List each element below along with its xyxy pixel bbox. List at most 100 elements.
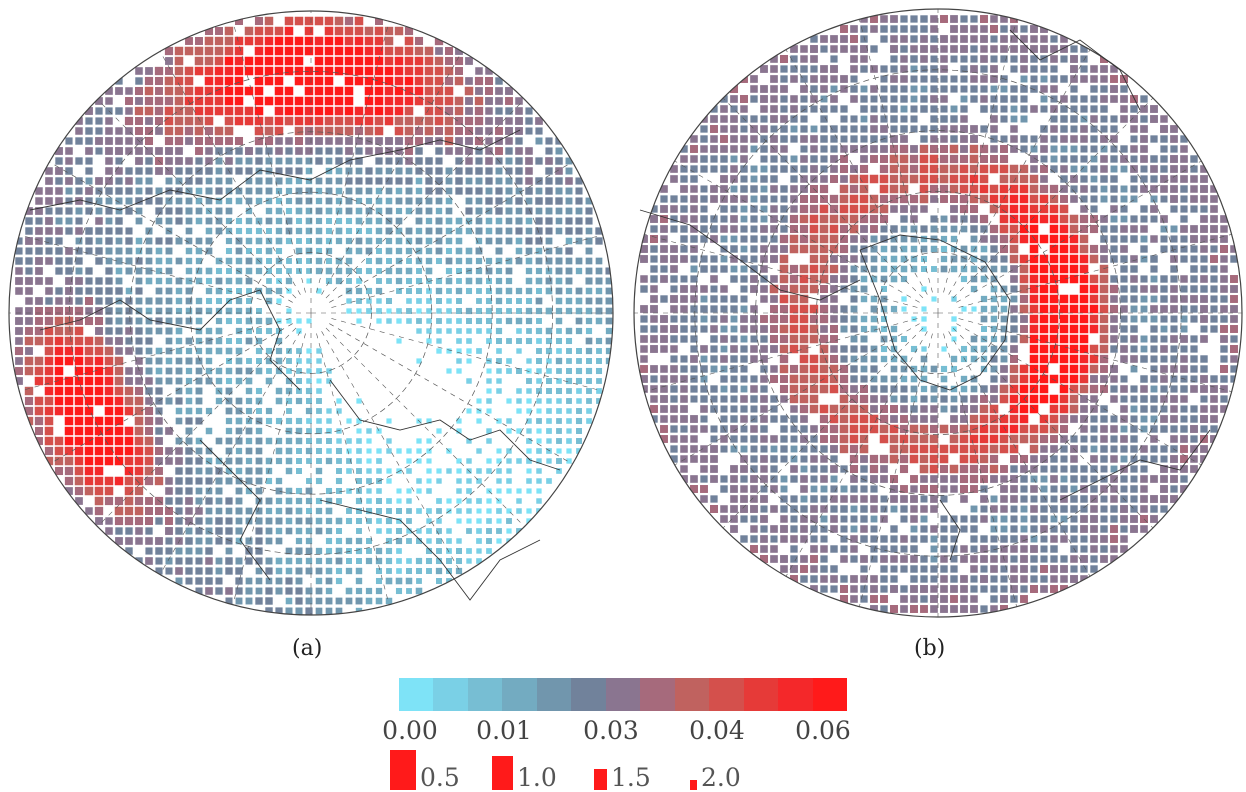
grid-cell-marker	[650, 305, 658, 313]
grid-cell-marker	[374, 66, 384, 76]
grid-cell-marker	[145, 277, 153, 285]
grid-cell-marker	[1210, 315, 1218, 323]
grid-cell-marker	[404, 86, 414, 96]
grid-cell-marker	[425, 237, 433, 245]
grid-cell-marker	[780, 195, 788, 203]
grid-cell-marker	[640, 325, 648, 333]
grid-cell-marker	[95, 127, 103, 135]
grid-cell-marker	[55, 147, 63, 155]
grid-cell-marker	[295, 557, 303, 565]
grid-cell-marker	[1160, 425, 1168, 433]
grid-cell-marker	[394, 106, 404, 116]
grid-cell-marker	[660, 205, 668, 213]
grid-cell-marker	[660, 415, 668, 423]
grid-cell-marker	[1130, 515, 1138, 523]
grid-cell-marker	[506, 358, 512, 364]
grid-cell-marker	[556, 368, 562, 374]
grid-cell-marker	[245, 487, 253, 495]
grid-cell-marker	[789, 224, 799, 234]
grid-cell-marker	[750, 195, 758, 203]
grid-cell-marker	[344, 16, 354, 26]
grid-cell-marker	[760, 515, 768, 523]
grid-cell-marker	[314, 56, 324, 66]
grid-cell-marker	[225, 217, 233, 225]
grid-cell-marker	[1030, 165, 1038, 173]
grid-cell-marker	[820, 445, 828, 453]
grid-cell-marker	[1120, 445, 1128, 453]
grid-cell-marker	[1230, 375, 1238, 383]
grid-cell-marker	[880, 265, 888, 273]
grid-cell-marker	[1220, 245, 1228, 253]
grid-cell-marker	[810, 55, 818, 63]
grid-cell-marker	[870, 65, 878, 73]
grid-cell-marker	[1140, 95, 1148, 103]
grid-cell-marker	[244, 26, 254, 36]
grid-cell-marker	[264, 96, 274, 106]
grid-cell-marker	[536, 318, 542, 324]
grid-cell-marker	[294, 96, 304, 106]
grid-cell-marker	[265, 297, 273, 305]
grid-cell-marker	[1039, 214, 1049, 224]
grid-cell-marker	[990, 75, 998, 83]
grid-cell-marker	[114, 356, 124, 366]
coastline	[329, 379, 561, 471]
grid-cell-marker	[45, 227, 53, 235]
grid-cell-marker	[830, 75, 838, 83]
grid-cell-marker	[979, 444, 989, 454]
grid-cell-marker	[889, 424, 899, 434]
grid-cell-marker	[1090, 125, 1098, 133]
grid-cell-marker	[366, 548, 372, 554]
grid-cell-marker	[940, 375, 948, 383]
grid-cell-marker	[990, 55, 998, 63]
grid-cell-marker	[295, 427, 303, 435]
grid-cell-marker	[779, 294, 789, 304]
grid-cell-marker	[165, 427, 173, 435]
grid-cell-marker	[690, 455, 698, 463]
grid-cell-marker	[305, 597, 313, 605]
grid-cell-marker	[1039, 354, 1049, 364]
grid-cell-marker	[545, 237, 553, 245]
grid-cell-marker	[690, 375, 698, 383]
grid-cell-marker	[1170, 295, 1178, 303]
grid-cell-marker	[1210, 325, 1218, 333]
grid-cell-marker	[305, 547, 313, 555]
grid-cell-marker	[690, 155, 698, 163]
grid-cell-marker	[435, 187, 443, 195]
grid-cell-marker	[65, 287, 73, 295]
grid-cell-marker	[760, 235, 768, 243]
grid-cell-marker	[910, 45, 918, 53]
grid-cell-marker	[1069, 384, 1079, 394]
grid-cell-marker	[185, 277, 193, 285]
grid-cell-marker	[376, 278, 382, 284]
grid-cell-marker	[105, 307, 113, 315]
grid-cell-marker	[175, 397, 183, 405]
grid-cell-marker	[285, 587, 293, 595]
grid-cell-marker	[185, 367, 193, 375]
grid-cell-marker	[1190, 155, 1198, 163]
grid-cell-marker	[849, 174, 859, 184]
grid-cell-marker	[790, 45, 798, 53]
grid-cell-marker	[505, 127, 513, 135]
grid-cell-marker	[195, 147, 203, 155]
grid-cell-marker	[505, 147, 513, 155]
grid-cell-marker	[284, 86, 294, 96]
grid-cell-marker	[295, 397, 303, 405]
grid-cell-marker	[910, 235, 918, 243]
grid-cell-marker	[840, 525, 848, 533]
grid-cell-marker	[385, 177, 393, 185]
grid-cell-marker	[760, 425, 768, 433]
grid-cell-marker	[105, 327, 113, 335]
grid-cell-marker	[780, 455, 788, 463]
grid-cell-marker	[640, 305, 648, 313]
grid-cell-marker	[900, 365, 908, 373]
grid-cell-marker	[1050, 135, 1058, 143]
grid-cell-marker	[830, 125, 838, 133]
grid-cell-marker	[1020, 105, 1028, 113]
grid-cell-marker	[255, 577, 263, 585]
grid-cell-marker	[365, 587, 373, 595]
grid-cell-marker	[475, 147, 483, 155]
grid-cell-marker	[1090, 75, 1098, 83]
grid-cell-marker	[1160, 275, 1168, 283]
grid-cell-marker	[859, 164, 869, 174]
grid-cell-marker	[496, 358, 502, 364]
